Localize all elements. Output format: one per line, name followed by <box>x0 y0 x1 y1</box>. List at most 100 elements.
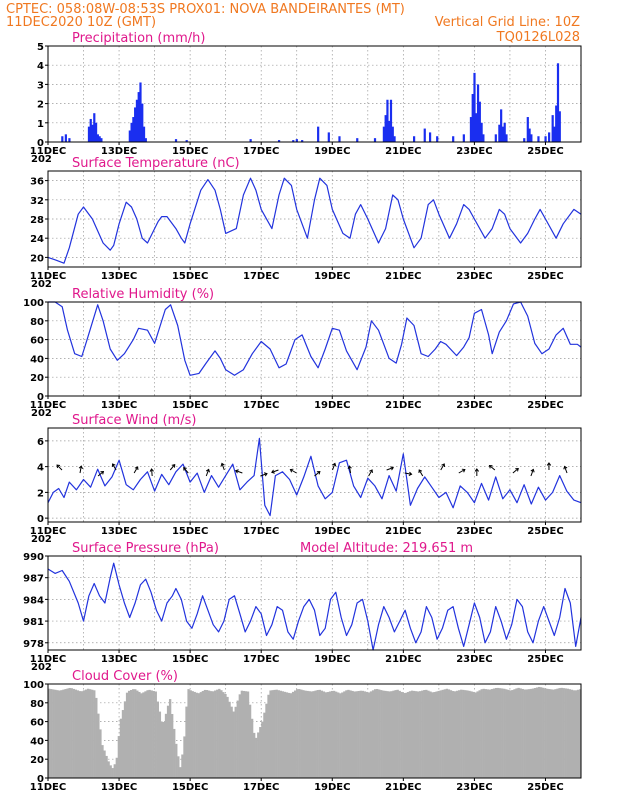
cloud-cover-column <box>134 689 137 778</box>
cloud-cover-column <box>298 689 301 778</box>
wind-arrow-head <box>515 467 519 472</box>
precip-bar <box>89 118 92 142</box>
precip-bar <box>428 132 432 142</box>
wind-arrow-head <box>183 466 187 471</box>
panel-3: 0 20 40 60 80 100 11DEC 13DEC 15DEC 17DEC 19DEC 21D… <box>23 287 582 419</box>
cloud-cover-column <box>550 689 553 778</box>
cloud-cover-column <box>537 686 541 778</box>
cloud-cover-column <box>382 690 385 778</box>
cloud-cover-column <box>566 688 569 778</box>
precip-bar <box>137 92 140 142</box>
cloud-cover-column <box>341 692 344 778</box>
x-tick-label: 25DEC <box>527 271 563 282</box>
panel-title: Relative Humidity (%) <box>72 287 214 302</box>
cloud-cover-column <box>257 732 260 778</box>
cloud-cover-column <box>351 690 354 778</box>
cloud-cover-column <box>48 688 51 778</box>
cloud-cover-column <box>199 692 203 778</box>
precip-bar <box>436 136 439 142</box>
x-tick-label: 15DEC <box>172 271 208 282</box>
wind-arrow-head <box>347 465 352 470</box>
wind-arrow-head <box>111 463 116 467</box>
x-tick-label: 23DEC <box>456 526 492 537</box>
precip-bar <box>386 99 389 142</box>
cloud-cover-column <box>388 691 391 778</box>
cloud-cover-column <box>228 701 231 778</box>
cloud-cover-column <box>113 764 116 778</box>
wind-arrow-head <box>530 468 535 473</box>
cloud-cover-column <box>68 687 71 778</box>
cloud-cover-column <box>369 691 373 778</box>
cloud-cover-column <box>419 691 422 778</box>
y-tick-label: 32 <box>30 196 44 207</box>
cloud-cover-column <box>449 690 453 778</box>
cloud-cover-column <box>203 689 207 778</box>
cloud-cover-column <box>447 689 451 778</box>
wind-arrow <box>151 468 153 477</box>
cloud-cover-column <box>248 704 252 778</box>
x-tick-label: 23DEC <box>456 782 492 793</box>
y-tick-label: 1 <box>37 119 44 130</box>
wind-arrow-head <box>171 463 176 468</box>
precip-bar <box>526 117 529 142</box>
x-tick-label: 19DEC <box>314 782 350 793</box>
cloud-cover-column <box>339 693 342 778</box>
cloud-cover-column <box>285 692 289 778</box>
cloud-cover-column <box>107 761 110 778</box>
wind-arrow <box>386 467 394 471</box>
precip-bar <box>480 122 483 142</box>
cloud-cover-column <box>259 727 262 778</box>
cloud-cover-column <box>150 690 153 778</box>
wind-arrow-head <box>205 468 210 473</box>
y-tick-label: 3 <box>37 80 44 91</box>
cloud-cover-column <box>263 712 266 778</box>
cloud-cover-column <box>168 699 172 778</box>
cloud-cover-column <box>363 691 367 778</box>
cloud-cover-column <box>458 690 461 778</box>
x-tick-label: 17DEC <box>243 782 279 793</box>
precip-bar <box>555 105 558 142</box>
cloud-cover-column <box>529 688 533 778</box>
wind-arrow <box>530 469 534 477</box>
cloud-cover-column <box>501 688 504 778</box>
series-line <box>47 562 582 651</box>
wind-arrow <box>169 464 176 471</box>
x-tick-label: 11DEC <box>30 146 66 157</box>
panel-title: Cloud Cover (%) <box>72 669 178 684</box>
x-tick-label: 23DEC <box>456 654 492 665</box>
y-tick-label: 5 <box>37 42 44 53</box>
cloud-cover-column <box>173 728 176 778</box>
x-tick-label: 25DEC <box>527 146 563 157</box>
cloud-cover-column <box>220 690 223 778</box>
y-tick-label: 987 <box>23 574 44 585</box>
cloud-cover-column <box>365 691 369 778</box>
wind-arrow-head <box>332 462 337 467</box>
precip-bar <box>551 115 554 142</box>
panel-6: 0 20 40 60 80 100 11DEC 13DEC 15DEC 17DEC 19DEC 21D… <box>23 669 582 793</box>
y-tick-label: 0 <box>37 138 44 149</box>
header-date: 11DEC2020 10Z (GMT) <box>6 15 156 30</box>
cloud-cover-column <box>499 688 502 778</box>
x-tick-label: 21DEC <box>385 400 421 411</box>
cloud-cover-column <box>89 689 92 778</box>
cloud-cover-column <box>464 690 467 778</box>
wind-arrow <box>183 467 189 474</box>
cloud-cover-column <box>523 689 526 778</box>
precip-bar <box>128 130 131 142</box>
precip-bar <box>174 139 178 142</box>
cloud-cover-column <box>378 689 381 778</box>
cloud-cover-column <box>138 691 141 778</box>
cloud-cover-column <box>476 691 479 778</box>
precip-bar <box>87 126 91 142</box>
cloud-cover-column <box>398 690 401 778</box>
cloud-cover-column <box>357 690 360 778</box>
cloud-cover-column <box>324 692 328 778</box>
header-model-code: TQ0126L028 <box>496 30 580 45</box>
cloud-cover-column <box>74 689 77 778</box>
cloud-cover-column <box>335 691 338 778</box>
cloud-cover-column <box>279 690 282 778</box>
cloud-cover-column <box>148 689 151 778</box>
wind-arrow-head <box>220 462 225 467</box>
cloud-cover-column <box>294 690 297 778</box>
wind-arrow <box>56 464 63 471</box>
